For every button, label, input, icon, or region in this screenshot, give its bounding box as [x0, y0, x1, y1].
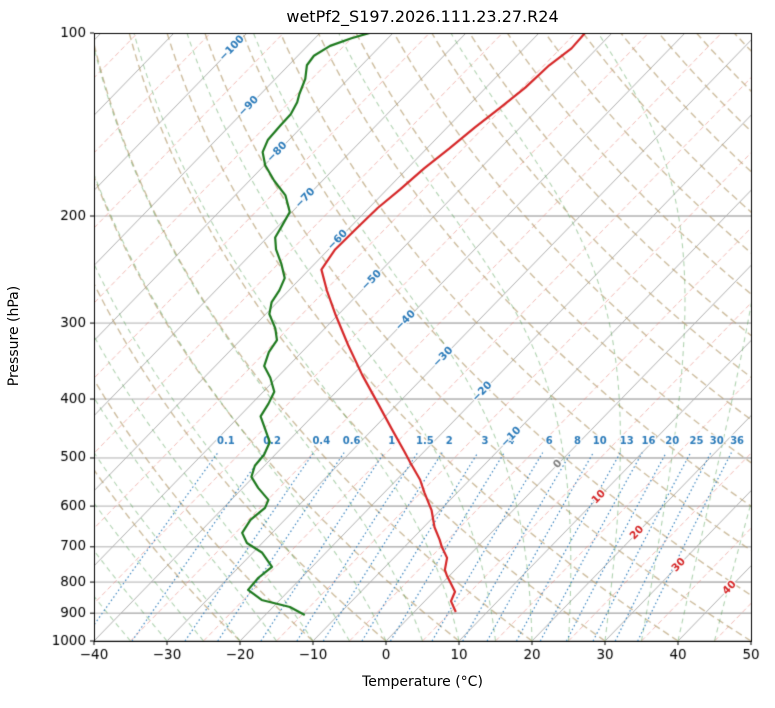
- x-axis-label: Temperature (°C): [362, 674, 483, 690]
- chart-title: wetPf2_S197.2026.111.23.27.R24: [286, 7, 559, 26]
- y-axis-label: Pressure (hPa): [6, 285, 22, 387]
